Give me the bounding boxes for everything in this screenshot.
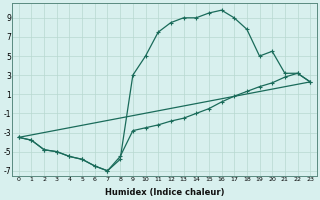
X-axis label: Humidex (Indice chaleur): Humidex (Indice chaleur) xyxy=(105,188,224,197)
